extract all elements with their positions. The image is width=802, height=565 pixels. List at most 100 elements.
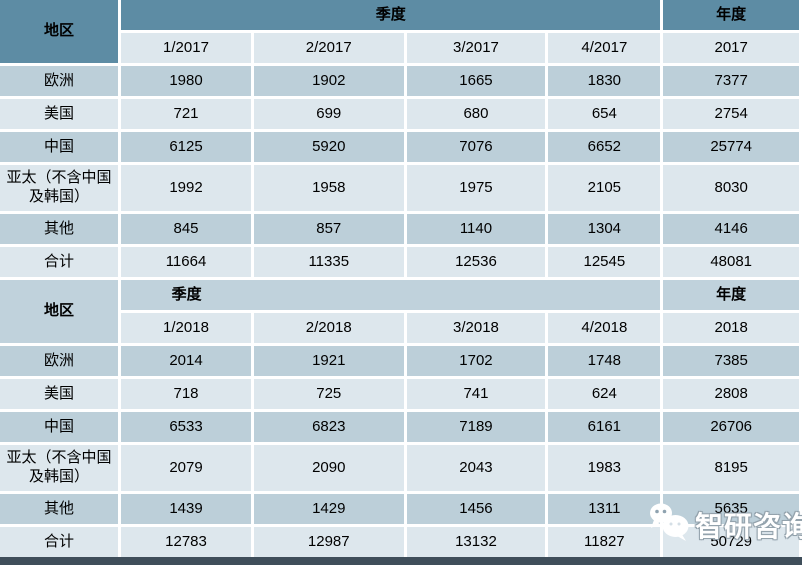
row-label: 亚太（不含中国及韩国） [0,445,119,491]
table-row: 欧洲 1980 1902 1665 1830 7377 [0,66,799,96]
cell: 2105 [548,165,661,211]
wechat-chat-bubbles-icon [648,501,692,548]
row-label: 欧洲 [0,66,119,96]
cell: 11664 [121,247,251,277]
cell: 2079 [121,445,251,491]
year-header-2017: 年度 [663,0,799,30]
cell: 845 [121,214,251,244]
cell: 12783 [121,527,251,557]
cell: 6823 [253,412,404,442]
cell: 4146 [663,214,799,244]
table-row: 欧洲 2014 1921 1702 1748 7385 [0,346,799,376]
cell: 7377 [663,66,799,96]
cell: 7385 [663,346,799,376]
brand-watermark: 智研咨询 [648,501,802,548]
cell: 48081 [663,247,799,277]
bottom-divider-bar [0,557,802,565]
row-label: 中国 [0,412,119,442]
cell: 5635 [663,494,799,524]
cell: 1456 [406,494,546,524]
cell: 7076 [406,132,546,162]
table-row: 中国 6533 6823 7189 6161 26706 [0,412,799,442]
section-2018-subheader-row: 1/2018 2/2018 3/2018 4/2018 2018 [0,313,799,343]
cell: 13132 [406,527,546,557]
cell: 1140 [406,214,546,244]
table-row: 其他 845 857 1140 1304 4146 [0,214,799,244]
row-label: 合计 [0,247,119,277]
period-header: 4/2017 [548,33,661,63]
cell: 11335 [253,247,404,277]
cell: 1830 [548,66,661,96]
period-header: 1/2018 [121,313,251,343]
quarter-header-2017: 季度 [121,0,661,30]
cell: 1665 [406,66,546,96]
cell: 12987 [253,527,404,557]
region-header-2018: 地区 [0,280,119,343]
table-row: 亚太（不含中国及韩国） 1992 1958 1975 2105 8030 [0,165,799,211]
cell: 718 [121,379,251,409]
cell: 1983 [548,445,661,491]
quarter-header-label: 季度 [171,285,202,303]
row-label: 美国 [0,379,119,409]
section-2017-subheader-row: 1/2017 2/2017 3/2017 4/2017 2017 [0,33,799,63]
row-label: 欧洲 [0,346,119,376]
table-row: 中国 6125 5920 7076 6652 25774 [0,132,799,162]
cell: 6533 [121,412,251,442]
row-label: 合计 [0,527,119,557]
cell: 7189 [406,412,546,442]
section-2017-header-row: 地区 季度 年度 [0,0,799,63]
cell: 1748 [548,346,661,376]
cell: 721 [121,99,251,129]
cell: 2043 [406,445,546,491]
period-header: 4/2018 [548,313,661,343]
row-label: 美国 [0,99,119,129]
period-header: 2/2018 [253,313,404,343]
cell: 725 [253,379,404,409]
period-header: 1/2017 [121,33,251,63]
cell: 6652 [548,132,661,162]
period-header: 3/2018 [406,313,546,343]
cell: 11827 [548,527,661,557]
cell: 25774 [663,132,799,162]
cell: 1429 [253,494,404,524]
brand-name-text: 智研咨询 [695,510,802,542]
cell: 12545 [548,247,661,277]
table-row: 亚太（不含中国及韩国） 2079 2090 2043 1983 8195 [0,445,799,491]
cell: 1311 [548,494,661,524]
period-header: 2/2017 [253,33,404,63]
cell: 1304 [548,214,661,244]
table-row: 美国 721 699 680 654 2754 [0,99,799,129]
cell: 2014 [121,346,251,376]
cell: 5920 [253,132,404,162]
cell: 6161 [548,412,661,442]
cell: 1702 [406,346,546,376]
row-label: 中国 [0,132,119,162]
cell: 741 [406,379,546,409]
section-2018-header-row: 地区 季度 年度 [0,280,799,343]
table-row: 美国 718 725 741 624 2808 [0,379,799,409]
cell: 1980 [121,66,251,96]
cell: 624 [548,379,661,409]
cell: 680 [406,99,546,129]
cell: 2090 [253,445,404,491]
row-label: 其他 [0,494,119,524]
row-label: 其他 [0,214,119,244]
table-row: 其他 1439 1429 1456 1311 5635 [0,494,799,524]
cell: 1975 [406,165,546,211]
table-row: 合计 11664 11335 12536 12545 48081 [0,247,799,277]
cell: 8030 [663,165,799,211]
period-header: 3/2017 [406,33,546,63]
cell: 1992 [121,165,251,211]
year-value-header: 2017 [663,33,799,63]
cell: 26706 [663,412,799,442]
cell: 2754 [663,99,799,129]
cell: 857 [253,214,404,244]
cell: 1921 [253,346,404,376]
cell: 1439 [121,494,251,524]
cell: 12536 [406,247,546,277]
cell: 1958 [253,165,404,211]
quarter-header-2018: 季度 [121,280,661,310]
cell: 8195 [663,445,799,491]
